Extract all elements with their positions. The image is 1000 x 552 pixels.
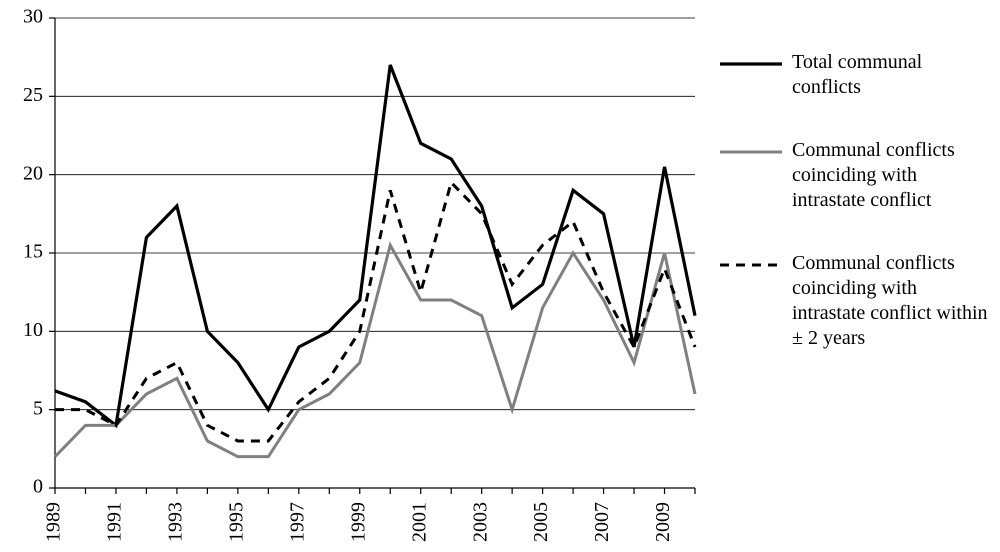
x-tick-label: 2005 xyxy=(530,502,552,542)
x-tick-label: 2003 xyxy=(469,502,491,542)
y-tick-label: 20 xyxy=(23,162,43,184)
legend-label: Communal conflicts coinciding with intra… xyxy=(792,251,990,351)
y-tick-label: 15 xyxy=(23,241,43,263)
legend-item: Communal conflicts coinciding with intra… xyxy=(720,138,990,213)
legend-item: Total communal conflicts xyxy=(720,50,990,100)
legend-swatch xyxy=(720,142,782,162)
chart-container: 0 5 10 15 20 25 30 1989 1991 1993 1995 1997 1999 2001… xyxy=(0,0,1000,552)
y-tick-label: 10 xyxy=(23,319,43,341)
x-tick-label: 1991 xyxy=(104,502,126,542)
x-tick-label: 1997 xyxy=(286,502,308,542)
legend-swatch xyxy=(720,255,782,275)
y-tick-label: 0 xyxy=(33,476,43,498)
x-tick-label: 1989 xyxy=(43,502,65,542)
y-tick-label: 25 xyxy=(23,84,43,106)
y-tick-label: 5 xyxy=(33,397,43,419)
legend-swatch xyxy=(720,54,782,74)
x-tick-label: 2001 xyxy=(408,502,430,542)
x-tick-label: 1999 xyxy=(347,502,369,542)
x-tick-label: 2009 xyxy=(652,502,674,542)
x-tick-label: 1993 xyxy=(164,502,186,542)
legend: Total communal conflicts Communal conflic… xyxy=(720,50,990,389)
legend-item: Communal conflicts coinciding with intra… xyxy=(720,251,990,351)
x-tick-label: 1995 xyxy=(225,502,247,542)
x-tick-label: 2007 xyxy=(591,502,613,542)
legend-label: Total communal conflicts xyxy=(792,50,990,100)
y-tick-label: 30 xyxy=(23,6,43,28)
legend-label: Communal conflicts coinciding with intra… xyxy=(792,138,990,213)
